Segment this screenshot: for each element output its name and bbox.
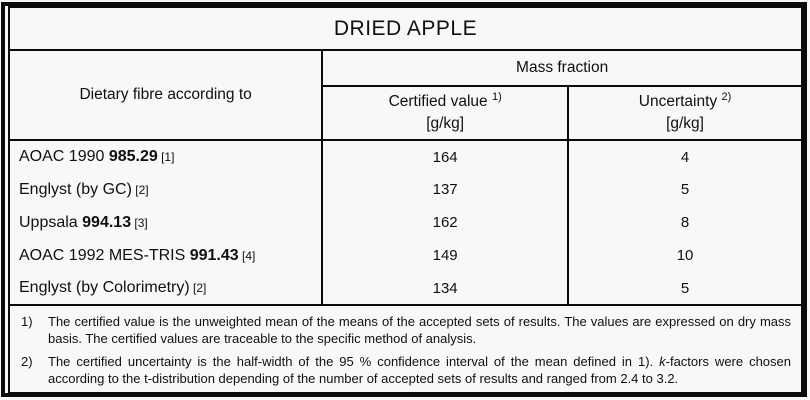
method-cell: AOAC 1992 MES-TRIS 991.43 [4] — [7, 239, 324, 272]
footnote-1-text: The certified value is the unweighted me… — [48, 314, 791, 346]
method-number: 991.43 — [189, 246, 239, 264]
reference-bracket: [2] — [131, 182, 149, 197]
certified-value-cell: 137 — [321, 173, 570, 206]
footnote-1: 1) The certified value is the unweighted… — [18, 313, 791, 347]
method-cell: Uppsala 994.13 [3] — [7, 206, 324, 239]
reference-bracket: [1] — [157, 150, 175, 164]
column-group-mass-fraction: Mass fraction — [321, 49, 803, 87]
method-number: 994.13 — [82, 213, 132, 231]
table-title: DRIED APPLE — [8, 6, 803, 51]
uncertainty-label: Uncertainty — [638, 93, 718, 110]
table-row: Englyst (by Colorimetry) [2] 134 5 — [7, 272, 803, 305]
uncertainty-cell: 5 — [567, 272, 803, 305]
uncertainty-cell: 5 — [567, 173, 803, 206]
method-name: Englyst (by GC) — [19, 180, 132, 198]
certified-values-table: DRIED APPLE Dietary fibre according to M… — [7, 6, 803, 394]
footnotes-section: 1) The certified value is the unweighted… — [8, 304, 803, 394]
method-name: Uppsala — [19, 213, 83, 231]
footnote-2-text-pre: The certified uncertainty is the half-wi… — [48, 354, 660, 369]
reference-bracket: [4] — [238, 248, 256, 263]
certified-value-unit: [g/kg] — [426, 115, 465, 132]
certified-value-cell: 134 — [321, 272, 570, 305]
footnote-1-marker: 1) — [21, 314, 33, 329]
certified-value-label-line: Certified value 1) — [324, 91, 566, 113]
column-header-certified-value: Certified value 1) [g/kg] — [321, 85, 570, 141]
table-row: Englyst (by GC) [2] 137 5 — [7, 173, 803, 206]
table-row: Uppsala 994.13 [3] 162 8 — [7, 206, 803, 239]
column-header-method: Dietary fibre according to — [7, 49, 324, 141]
reference-bracket: [2] — [189, 281, 207, 295]
method-number: 985.29 — [108, 148, 158, 165]
footnote-2: 2) The certified uncertainty is the half… — [18, 353, 791, 387]
footnote-2-text-post: -factors were chosen according to the t-… — [48, 354, 791, 386]
footnote-ref-1: 1) — [491, 90, 502, 103]
uncertainty-unit: [g/kg] — [666, 115, 704, 132]
title-row: DRIED APPLE — [8, 6, 803, 51]
certified-value-cell: 149 — [321, 239, 570, 272]
method-name: Englyst (by Colorimetry) — [19, 279, 190, 296]
footnote-2-text: The certified uncertainty is the half-wi… — [48, 353, 791, 387]
uncertainty-label-line: Uncertainty 2) — [570, 91, 800, 113]
reference-bracket: [3] — [131, 215, 148, 230]
group-header-row: Dietary fibre according to Mass fraction — [7, 49, 803, 141]
column-header-uncertainty: Uncertainty 2) [g/kg] — [567, 85, 803, 141]
footnote-2-marker: 2) — [21, 354, 33, 369]
uncertainty-cell: 4 — [567, 140, 803, 173]
method-name: AOAC 1992 MES-TRIS — [19, 246, 190, 264]
certified-value-cell: 162 — [321, 206, 570, 239]
certified-value-label: Certified value — [388, 93, 488, 110]
sub-header-row: Certified value 1) [g/kg] Uncertainty 2)… — [9, 85, 803, 141]
uncertainty-cell: 8 — [567, 206, 803, 239]
table-row: AOAC 1992 MES-TRIS 991.43 [4] 149 10 — [7, 239, 803, 272]
method-cell: Englyst (by Colorimetry) [2] — [7, 272, 324, 305]
certified-value-cell: 164 — [321, 140, 570, 173]
method-cell: AOAC 1990 985.29 [1] — [7, 140, 324, 173]
footnote-2-k-italic: k — [659, 354, 666, 369]
footnote-ref-2: 2) — [721, 90, 732, 103]
method-name: AOAC 1990 — [19, 148, 109, 165]
method-cell: Englyst (by GC) [2] — [7, 173, 324, 206]
footnotes-row: 1) The certified value is the unweighted… — [8, 304, 803, 394]
table-row: AOAC 1990 985.29 [1] 164 4 — [7, 140, 803, 173]
uncertainty-cell: 10 — [567, 239, 803, 272]
